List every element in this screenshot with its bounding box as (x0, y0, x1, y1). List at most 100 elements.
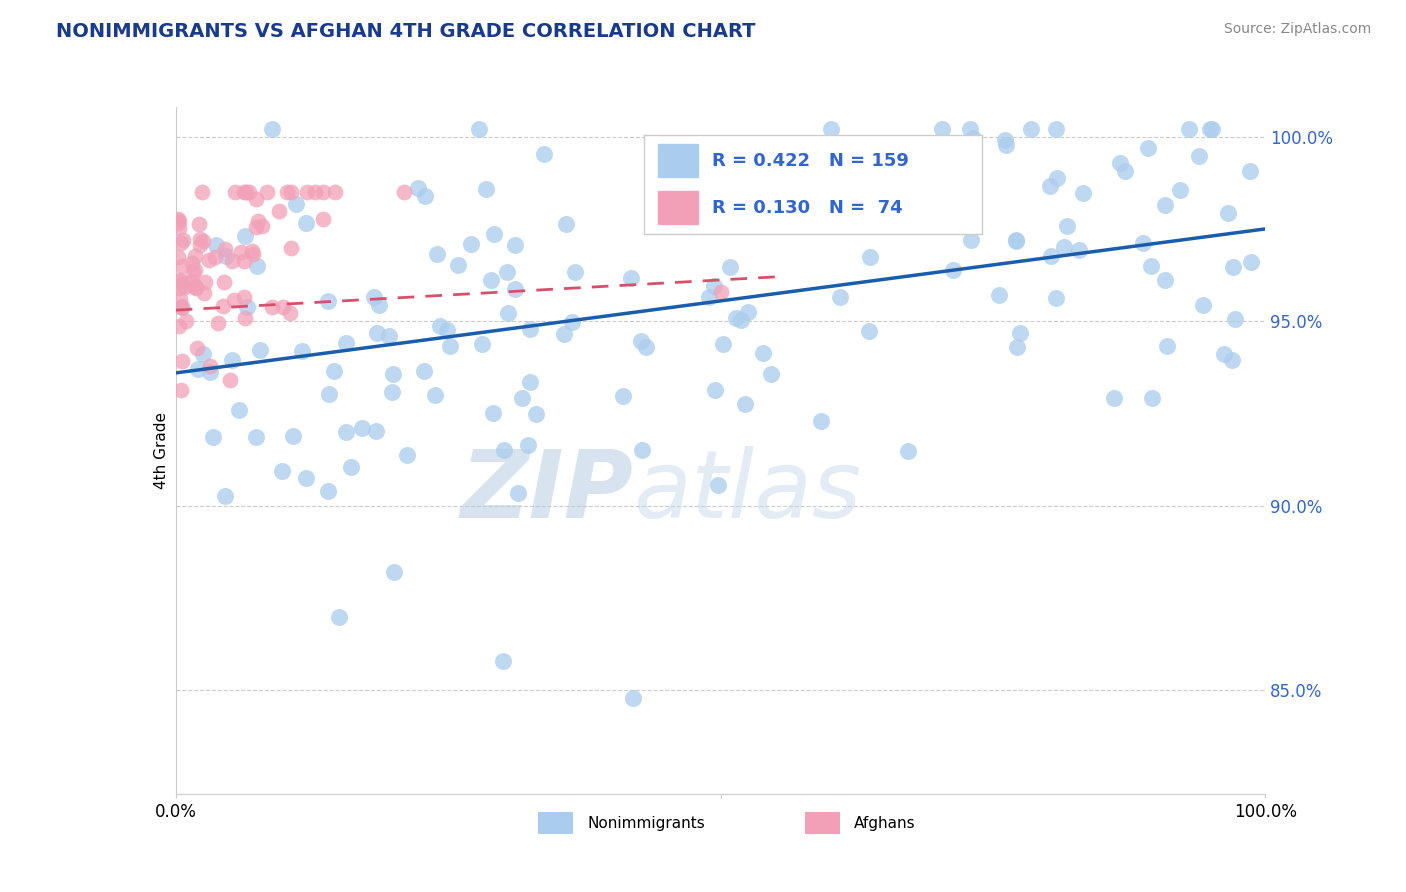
Point (820, 122, 842, 136)
Point (475, 182, 498, 196)
Point (245, 430, 267, 444)
Point (238, 185, 260, 199)
Point (193, 285, 215, 300)
Point (426, 247, 449, 261)
Point (630, 334, 652, 348)
Point (295, 185, 318, 199)
Point (169, 273, 191, 287)
Point (661, 174, 683, 188)
Point (553, 327, 575, 342)
Point (730, 313, 752, 327)
Point (1045, 122, 1067, 136)
Point (235, 300, 257, 314)
Point (561, 315, 583, 329)
Point (564, 264, 586, 278)
Point (271, 464, 294, 478)
Point (169, 221, 191, 235)
Point (1004, 234, 1026, 248)
Point (1102, 391, 1125, 405)
Point (429, 319, 451, 334)
Point (262, 122, 284, 136)
Point (382, 367, 405, 381)
Point (492, 442, 515, 457)
Point (318, 484, 340, 499)
Point (447, 258, 470, 272)
Point (1067, 243, 1090, 257)
Point (170, 354, 193, 368)
Point (169, 280, 191, 294)
Point (619, 271, 641, 285)
Point (555, 217, 578, 231)
Point (1140, 391, 1163, 405)
Point (710, 285, 733, 299)
Point (1223, 312, 1246, 326)
Point (167, 214, 190, 228)
Point (235, 185, 257, 199)
Point (436, 323, 458, 337)
Point (1005, 234, 1028, 248)
Point (1222, 260, 1244, 274)
Point (994, 133, 1017, 147)
Bar (658, 191, 699, 224)
Point (284, 196, 307, 211)
Point (776, 194, 799, 208)
Point (368, 298, 391, 312)
Point (1188, 149, 1211, 163)
Point (176, 314, 198, 328)
Point (198, 365, 221, 379)
Point (214, 275, 236, 289)
Point (278, 305, 301, 319)
Point (1213, 347, 1236, 361)
Point (205, 238, 228, 252)
Point (232, 254, 254, 268)
Point (247, 214, 270, 228)
Point (482, 227, 505, 242)
Point (721, 176, 744, 190)
Point (516, 437, 538, 451)
Point (245, 219, 267, 234)
Point (859, 251, 882, 265)
Point (350, 421, 373, 435)
Point (734, 397, 756, 411)
Point (322, 364, 344, 378)
Point (295, 471, 318, 485)
Point (240, 244, 263, 259)
Text: atlas: atlas (633, 446, 862, 537)
Point (291, 344, 314, 359)
Point (172, 233, 194, 247)
Point (188, 232, 211, 246)
Point (335, 336, 357, 351)
Point (392, 185, 415, 199)
Point (215, 249, 238, 263)
Point (191, 185, 214, 199)
Point (1168, 184, 1191, 198)
Point (827, 158, 849, 172)
Point (644, 180, 666, 194)
Point (1039, 178, 1062, 193)
Text: R = 0.130   N =  74: R = 0.130 N = 74 (711, 199, 903, 218)
Point (897, 444, 920, 458)
Point (207, 316, 229, 330)
Point (214, 489, 236, 503)
Point (224, 293, 246, 308)
Y-axis label: 4th Grade: 4th Grade (153, 412, 169, 489)
Point (1010, 326, 1032, 340)
Point (1114, 164, 1136, 178)
Point (1053, 240, 1076, 254)
Point (249, 343, 271, 357)
Text: Nonimmigrants: Nonimmigrants (588, 816, 704, 830)
Point (184, 263, 207, 277)
Point (815, 168, 838, 182)
Point (994, 138, 1017, 153)
Point (959, 233, 981, 247)
Point (962, 130, 984, 145)
Point (316, 294, 339, 309)
Point (1139, 259, 1161, 273)
Point (492, 654, 515, 668)
Point (1108, 156, 1130, 170)
Point (181, 265, 204, 279)
Point (439, 339, 461, 353)
Point (1239, 164, 1261, 178)
Point (496, 265, 519, 279)
Point (406, 181, 429, 195)
